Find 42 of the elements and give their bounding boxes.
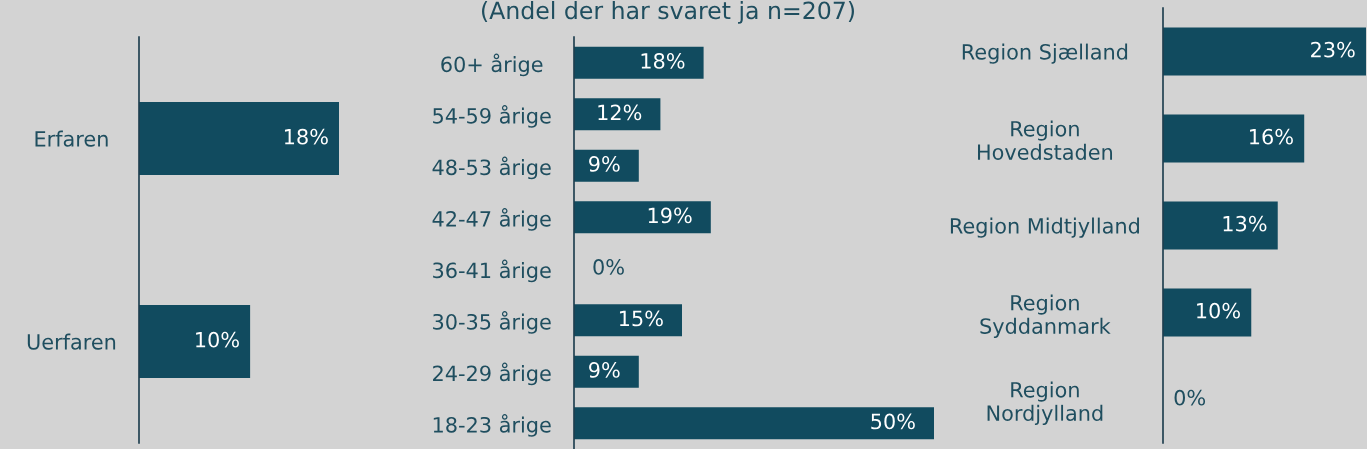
chart-title: (Andel der har svaret ja n=207) bbox=[482, 1, 854, 24]
data-label: 0% bbox=[593, 259, 624, 275]
y-tick-label: 48-53 årige bbox=[432, 156, 551, 180]
y-tick-label: 42-47 årige bbox=[432, 208, 551, 231]
bar bbox=[1163, 114, 1305, 163]
data-label: 50% bbox=[871, 413, 915, 430]
bar bbox=[574, 98, 661, 131]
y-tick-label: 30-35 årige bbox=[433, 311, 551, 334]
y-tick-label: 54-59 årige bbox=[433, 105, 551, 128]
bar bbox=[574, 304, 682, 337]
bar bbox=[1163, 27, 1366, 76]
bar bbox=[574, 201, 711, 234]
data-label: 15% bbox=[619, 310, 663, 327]
data-label: 0% bbox=[1174, 389, 1206, 406]
bar bbox=[574, 46, 704, 79]
data-label: 9% bbox=[589, 362, 620, 378]
data-label: 23% bbox=[1311, 41, 1355, 58]
bar bbox=[1163, 201, 1278, 250]
y-tick-label: 18-23 årige bbox=[433, 414, 551, 437]
y-tick-label: Region Nordjylland bbox=[987, 381, 1103, 425]
bar bbox=[574, 149, 639, 182]
data-label: 19% bbox=[648, 207, 692, 224]
data-label: 10% bbox=[1197, 302, 1240, 319]
data-label: 18% bbox=[284, 128, 328, 145]
data-label: 13% bbox=[1223, 215, 1267, 232]
y-tick-label: 60+ årige bbox=[441, 53, 543, 77]
data-label: 16% bbox=[1250, 128, 1293, 145]
bar bbox=[574, 355, 639, 388]
data-label: 9% bbox=[589, 156, 620, 172]
data-label: 12% bbox=[598, 104, 642, 121]
y-tick-label: 24-29 årige bbox=[433, 362, 551, 386]
y-tick-label: Uerfaren bbox=[27, 333, 116, 350]
y-tick-label: Region Syddanmark bbox=[980, 294, 1111, 338]
data-label: 10% bbox=[196, 331, 239, 348]
y-tick-label: Region Midtjylland bbox=[950, 217, 1139, 238]
y-tick-label: Region Sjælland bbox=[962, 43, 1128, 64]
bar bbox=[1163, 288, 1252, 337]
bar bbox=[574, 407, 934, 440]
y-tick-label: Erfaren bbox=[35, 130, 108, 147]
data-label: 18% bbox=[641, 53, 685, 69]
y-tick-label: 36-41 årige bbox=[433, 259, 551, 283]
y-tick-label: Region Hovedstaden bbox=[978, 120, 1113, 160]
